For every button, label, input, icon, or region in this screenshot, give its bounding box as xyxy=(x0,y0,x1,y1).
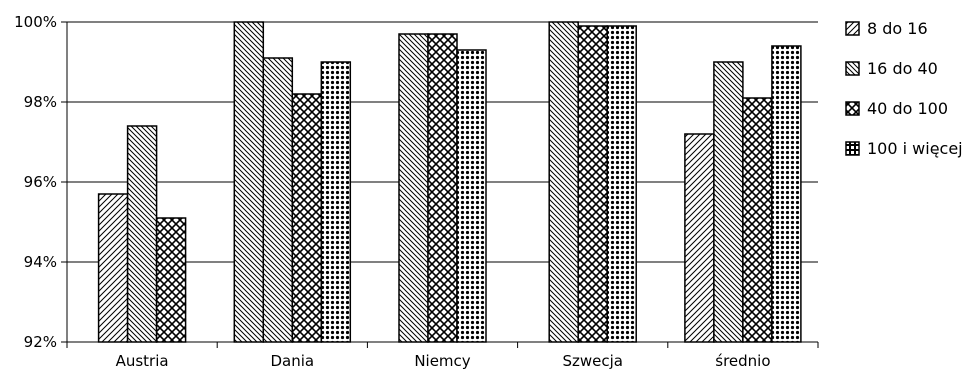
bar-Szwecja-2 xyxy=(606,25,637,343)
legend-label: 40 do 100 xyxy=(867,99,948,118)
x-tick-label: Austria xyxy=(116,352,169,370)
bar-Niemcy-1 xyxy=(427,33,458,343)
legend-label: 8 do 16 xyxy=(867,19,928,38)
bar-Szwecja-0 xyxy=(548,21,579,343)
x-tick-label: Szwecja xyxy=(562,352,623,370)
bar-Szwecja-1 xyxy=(577,25,608,343)
bar-Austria-1 xyxy=(126,125,158,343)
legend-label: 100 i więcej xyxy=(867,139,963,158)
x-tick-label: średnio xyxy=(715,352,770,370)
x-tick-label: Niemcy xyxy=(414,352,470,370)
y-tick-label: 100% xyxy=(14,13,57,31)
y-tick-label: 92% xyxy=(24,333,57,351)
bar-Dania-3 xyxy=(320,61,352,343)
bars xyxy=(97,21,802,343)
bar-średnio-0 xyxy=(684,133,715,343)
legend-swatch xyxy=(845,21,860,36)
y-tick-label: 94% xyxy=(24,253,57,271)
bar-średnio-3 xyxy=(771,45,802,343)
legend-swatch xyxy=(845,101,860,116)
tick-labels: 92% 94% 96% 98% 100% Austria Dania Niemcy Szwecj… xyxy=(14,13,770,370)
legend-label: 16 do 40 xyxy=(867,59,938,78)
bar-Austria-0 xyxy=(97,193,129,343)
bar-średnio-2 xyxy=(742,97,773,343)
bar-Dania-0 xyxy=(233,21,265,343)
legend-swatch xyxy=(845,141,860,156)
legend-swatch xyxy=(845,61,860,76)
bar-Dania-1 xyxy=(262,57,294,343)
bar-średnio-1 xyxy=(713,61,744,343)
bar-Niemcy-0 xyxy=(398,33,429,343)
bar-Niemcy-2 xyxy=(456,49,487,343)
legend: 8 do 16 16 do 40 40 do 100 100 i więcej xyxy=(845,19,963,158)
y-tick-label: 98% xyxy=(24,93,57,111)
x-tick-label: Dania xyxy=(270,352,314,370)
bar-Austria-2 xyxy=(155,217,187,343)
bar-Dania-2 xyxy=(291,93,323,343)
y-tick-label: 96% xyxy=(24,173,57,191)
